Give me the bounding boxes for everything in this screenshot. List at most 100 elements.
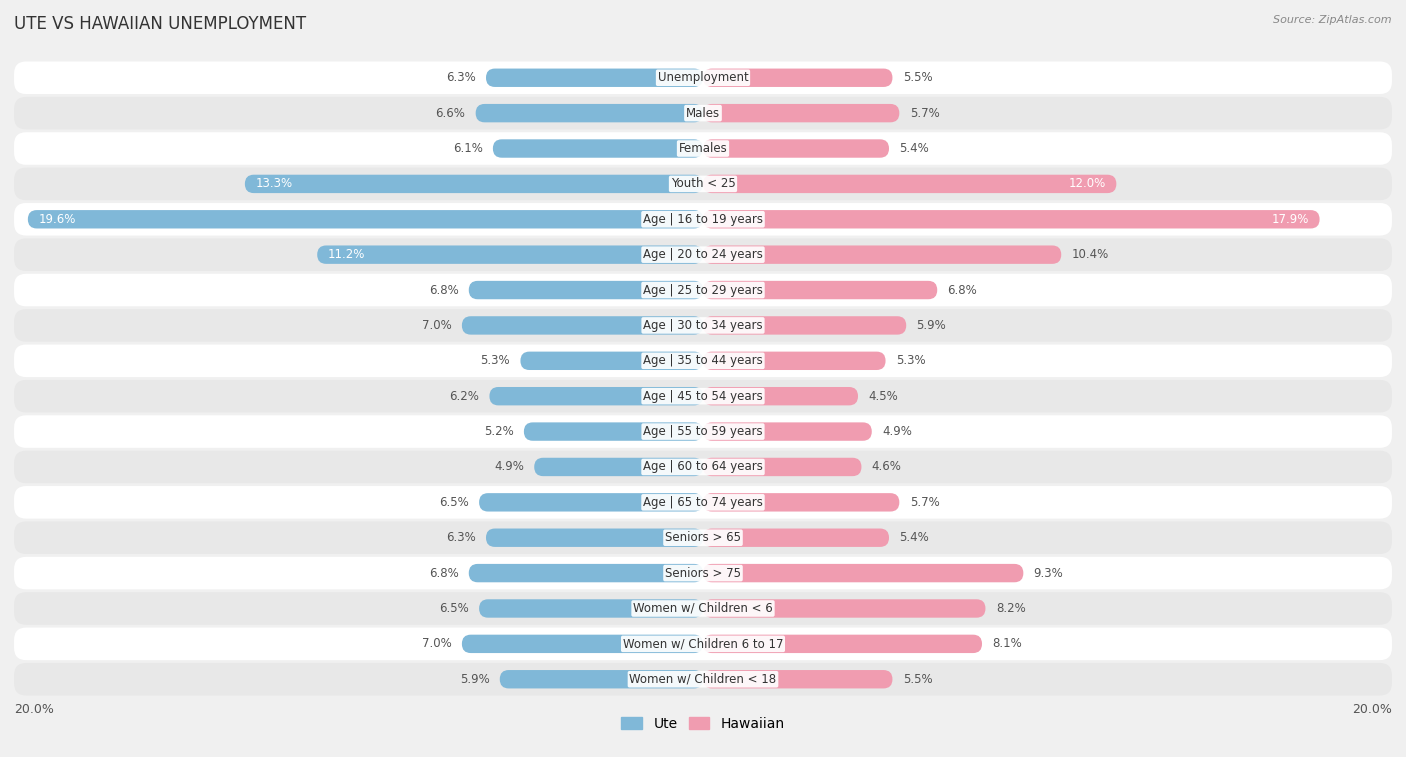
FancyBboxPatch shape <box>14 97 1392 129</box>
FancyBboxPatch shape <box>703 422 872 441</box>
Text: 6.5%: 6.5% <box>439 602 468 615</box>
Text: Age | 55 to 59 years: Age | 55 to 59 years <box>643 425 763 438</box>
FancyBboxPatch shape <box>703 600 986 618</box>
Text: 6.1%: 6.1% <box>453 142 482 155</box>
FancyBboxPatch shape <box>468 564 703 582</box>
Text: Males: Males <box>686 107 720 120</box>
FancyBboxPatch shape <box>703 210 1320 229</box>
Text: Age | 30 to 34 years: Age | 30 to 34 years <box>643 319 763 332</box>
FancyBboxPatch shape <box>703 634 981 653</box>
Text: 6.2%: 6.2% <box>450 390 479 403</box>
Text: 6.5%: 6.5% <box>439 496 468 509</box>
FancyBboxPatch shape <box>703 351 886 370</box>
Text: 4.9%: 4.9% <box>882 425 912 438</box>
FancyBboxPatch shape <box>703 316 907 335</box>
FancyBboxPatch shape <box>14 203 1392 235</box>
FancyBboxPatch shape <box>486 528 703 547</box>
FancyBboxPatch shape <box>14 522 1392 554</box>
FancyBboxPatch shape <box>14 628 1392 660</box>
Text: Women w/ Children < 6: Women w/ Children < 6 <box>633 602 773 615</box>
Text: 5.9%: 5.9% <box>460 673 489 686</box>
FancyBboxPatch shape <box>479 493 703 512</box>
Text: UTE VS HAWAIIAN UNEMPLOYMENT: UTE VS HAWAIIAN UNEMPLOYMENT <box>14 15 307 33</box>
Text: 13.3%: 13.3% <box>256 177 292 191</box>
FancyBboxPatch shape <box>703 104 900 123</box>
Text: 20.0%: 20.0% <box>14 703 53 716</box>
Text: 4.5%: 4.5% <box>869 390 898 403</box>
FancyBboxPatch shape <box>489 387 703 406</box>
Legend: Ute, Hawaiian: Ute, Hawaiian <box>616 711 790 736</box>
FancyBboxPatch shape <box>475 104 703 123</box>
FancyBboxPatch shape <box>318 245 703 264</box>
FancyBboxPatch shape <box>245 175 703 193</box>
Text: 6.8%: 6.8% <box>948 284 977 297</box>
FancyBboxPatch shape <box>461 316 703 335</box>
FancyBboxPatch shape <box>703 458 862 476</box>
Text: 10.4%: 10.4% <box>1071 248 1109 261</box>
Text: 5.7%: 5.7% <box>910 496 939 509</box>
FancyBboxPatch shape <box>28 210 703 229</box>
Text: Age | 60 to 64 years: Age | 60 to 64 years <box>643 460 763 473</box>
FancyBboxPatch shape <box>14 592 1392 625</box>
FancyBboxPatch shape <box>14 416 1392 448</box>
Text: 5.5%: 5.5% <box>903 673 932 686</box>
Text: 5.3%: 5.3% <box>481 354 510 367</box>
FancyBboxPatch shape <box>14 380 1392 413</box>
Text: Age | 35 to 44 years: Age | 35 to 44 years <box>643 354 763 367</box>
FancyBboxPatch shape <box>703 139 889 157</box>
Text: 5.4%: 5.4% <box>900 531 929 544</box>
Text: Age | 20 to 24 years: Age | 20 to 24 years <box>643 248 763 261</box>
FancyBboxPatch shape <box>703 387 858 406</box>
Text: 4.6%: 4.6% <box>872 460 901 473</box>
Text: Age | 16 to 19 years: Age | 16 to 19 years <box>643 213 763 226</box>
FancyBboxPatch shape <box>494 139 703 157</box>
FancyBboxPatch shape <box>703 493 900 512</box>
FancyBboxPatch shape <box>14 344 1392 377</box>
Text: Age | 25 to 29 years: Age | 25 to 29 years <box>643 284 763 297</box>
Text: 5.4%: 5.4% <box>900 142 929 155</box>
Text: 9.3%: 9.3% <box>1033 566 1063 580</box>
Text: 12.0%: 12.0% <box>1069 177 1107 191</box>
FancyBboxPatch shape <box>703 670 893 688</box>
FancyBboxPatch shape <box>703 281 938 299</box>
FancyBboxPatch shape <box>14 663 1392 696</box>
FancyBboxPatch shape <box>14 557 1392 590</box>
Text: Seniors > 75: Seniors > 75 <box>665 566 741 580</box>
FancyBboxPatch shape <box>524 422 703 441</box>
FancyBboxPatch shape <box>14 309 1392 341</box>
Text: 6.8%: 6.8% <box>429 284 458 297</box>
FancyBboxPatch shape <box>499 670 703 688</box>
FancyBboxPatch shape <box>461 634 703 653</box>
Text: 6.3%: 6.3% <box>446 71 475 84</box>
Text: Age | 45 to 54 years: Age | 45 to 54 years <box>643 390 763 403</box>
FancyBboxPatch shape <box>14 238 1392 271</box>
Text: Women w/ Children 6 to 17: Women w/ Children 6 to 17 <box>623 637 783 650</box>
Text: 6.6%: 6.6% <box>436 107 465 120</box>
FancyBboxPatch shape <box>14 274 1392 307</box>
Text: 7.0%: 7.0% <box>422 319 451 332</box>
Text: 20.0%: 20.0% <box>1353 703 1392 716</box>
FancyBboxPatch shape <box>703 528 889 547</box>
Text: 6.8%: 6.8% <box>429 566 458 580</box>
Text: Women w/ Children < 18: Women w/ Children < 18 <box>630 673 776 686</box>
Text: 4.9%: 4.9% <box>494 460 524 473</box>
Text: 11.2%: 11.2% <box>328 248 366 261</box>
Text: Source: ZipAtlas.com: Source: ZipAtlas.com <box>1274 15 1392 25</box>
Text: 8.1%: 8.1% <box>993 637 1022 650</box>
Text: 7.0%: 7.0% <box>422 637 451 650</box>
Text: 5.5%: 5.5% <box>903 71 932 84</box>
FancyBboxPatch shape <box>14 132 1392 165</box>
FancyBboxPatch shape <box>703 564 1024 582</box>
Text: 17.9%: 17.9% <box>1272 213 1309 226</box>
Text: 5.3%: 5.3% <box>896 354 925 367</box>
FancyBboxPatch shape <box>703 245 1062 264</box>
FancyBboxPatch shape <box>14 61 1392 94</box>
FancyBboxPatch shape <box>520 351 703 370</box>
FancyBboxPatch shape <box>534 458 703 476</box>
Text: 5.7%: 5.7% <box>910 107 939 120</box>
Text: 6.3%: 6.3% <box>446 531 475 544</box>
FancyBboxPatch shape <box>14 167 1392 200</box>
Text: Age | 65 to 74 years: Age | 65 to 74 years <box>643 496 763 509</box>
FancyBboxPatch shape <box>703 175 1116 193</box>
FancyBboxPatch shape <box>479 600 703 618</box>
